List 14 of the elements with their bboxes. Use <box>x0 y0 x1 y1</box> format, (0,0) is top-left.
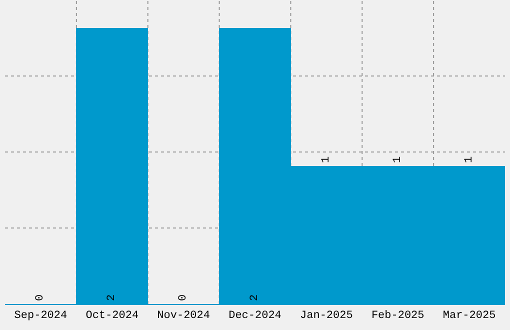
data-label: 1 <box>464 156 476 163</box>
x-tick-label: Jan-2025 <box>300 310 353 322</box>
x-tick-label: Nov-2024 <box>157 310 210 322</box>
x-tick-label: Dec-2024 <box>228 310 282 322</box>
x-tick-label: Oct-2024 <box>86 310 139 322</box>
data-label: 2 <box>106 294 118 301</box>
data-label: 2 <box>249 294 261 301</box>
data-label: 0 <box>178 294 190 301</box>
data-label: 1 <box>320 156 332 163</box>
x-tick-label: Feb-2025 <box>371 310 424 322</box>
x-tick-label: Sep-2024 <box>14 310 68 322</box>
data-label: 1 <box>392 156 404 163</box>
data-label: 0 <box>34 294 46 301</box>
x-tick-label: Mar-2025 <box>442 310 496 322</box>
